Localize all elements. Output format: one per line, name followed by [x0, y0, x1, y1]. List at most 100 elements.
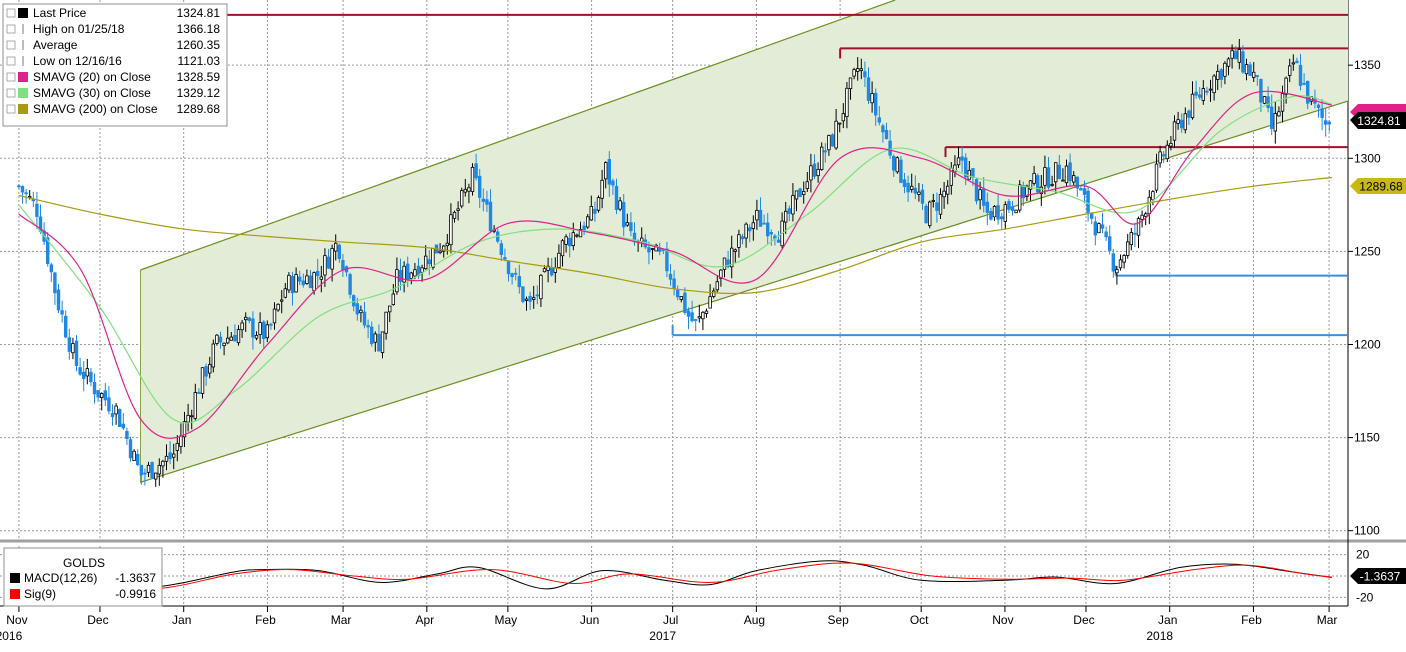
legend-checkbox[interactable] — [6, 24, 16, 34]
legend-checkbox[interactable] — [6, 40, 16, 50]
candle-body — [946, 185, 950, 195]
candle-body — [499, 243, 504, 255]
candle-body — [568, 237, 572, 247]
candle-body — [787, 208, 792, 214]
legend-checkbox[interactable] — [6, 88, 16, 98]
candle-body — [118, 409, 122, 427]
candle-body — [877, 117, 882, 123]
channel-lower-line — [140, 100, 1349, 483]
macd-legend-title: GOLDS — [63, 556, 105, 570]
candle-body — [197, 391, 201, 394]
candle-body — [506, 261, 511, 275]
candle-body — [24, 192, 28, 195]
candle-body — [1100, 224, 1105, 229]
candle-body — [1165, 144, 1170, 160]
candle-body — [49, 264, 54, 273]
candle-body — [107, 397, 111, 412]
candle-body — [586, 216, 590, 228]
candle-body — [395, 269, 399, 293]
candle-body — [452, 211, 457, 219]
candle-body — [697, 316, 702, 319]
candle-body — [967, 169, 972, 180]
candle-body — [1003, 204, 1008, 222]
candle-body — [658, 248, 662, 252]
candle-body — [128, 439, 133, 459]
support-resistance-lines — [17, 13, 1348, 337]
candle-body — [870, 93, 874, 104]
candle-body — [121, 423, 126, 429]
candle-body — [1262, 96, 1267, 104]
candle-body — [776, 239, 781, 243]
candle-body — [1190, 93, 1195, 119]
legend-value: 1329.12 — [177, 86, 221, 100]
candle-body — [1187, 110, 1191, 118]
candle-body — [463, 188, 468, 193]
candle-body — [1302, 82, 1306, 85]
candle-body — [971, 168, 975, 178]
candle-body — [236, 329, 241, 344]
macd-tick-label: -20 — [1356, 590, 1374, 604]
legend-checkbox[interactable] — [6, 104, 16, 114]
month-label: Aug — [744, 613, 765, 627]
candle-body — [182, 421, 187, 438]
legend-checkbox[interactable] — [6, 8, 16, 18]
month-label: Oct — [910, 613, 929, 627]
candle-body — [748, 227, 752, 232]
candle-body — [866, 77, 871, 101]
candle-body — [1176, 119, 1180, 124]
candle-body — [150, 462, 154, 478]
candle-body — [1086, 190, 1090, 213]
candle-body — [769, 232, 774, 235]
price-tick-label: 1250 — [1354, 244, 1381, 258]
candle-body — [218, 336, 223, 343]
month-label: Nov — [992, 613, 1013, 627]
macd-line — [18, 560, 1332, 592]
candle-body — [136, 453, 140, 466]
candle-body — [294, 274, 298, 293]
candle-body — [478, 175, 482, 198]
candle-body — [164, 455, 169, 462]
candle-body — [161, 460, 165, 467]
candle-body — [964, 157, 968, 178]
candle-body — [157, 464, 162, 475]
candle-body — [730, 247, 734, 268]
legend-value: 1328.59 — [177, 70, 221, 84]
candle-body — [290, 276, 295, 294]
legend-checkbox[interactable] — [6, 72, 16, 82]
candle-body — [751, 222, 756, 229]
price-tick-label: 1300 — [1354, 151, 1381, 165]
candle-body — [280, 299, 284, 302]
candle-body — [409, 272, 414, 279]
legend-checkbox[interactable] — [6, 56, 16, 66]
candle-body — [1284, 77, 1288, 95]
candle-body — [308, 275, 313, 289]
candle-body — [1129, 232, 1134, 246]
candle-body — [1180, 119, 1184, 129]
candle-body — [1097, 223, 1101, 234]
candle-body — [982, 188, 986, 206]
candle-body — [1320, 108, 1324, 118]
candle-body — [312, 272, 316, 292]
month-label: Mar — [1317, 613, 1338, 627]
candle-body — [1237, 49, 1242, 63]
macd-legend-label: Sig(9) — [24, 587, 56, 601]
candle-body — [298, 276, 302, 282]
last-price-tag: 1324.81 — [1350, 112, 1406, 129]
legend-label: SMAVG (30) on Close — [33, 86, 151, 100]
month-label: May — [495, 613, 518, 627]
candle-body — [71, 343, 75, 354]
legend-value: 1324.81 — [177, 6, 221, 20]
candle-body — [701, 311, 705, 320]
macd-tag-text: -1.3637 — [1360, 570, 1401, 584]
candle-body — [564, 236, 568, 245]
candle-body — [1147, 196, 1152, 215]
candle-body — [1043, 167, 1047, 186]
candle-body — [823, 150, 828, 153]
price-tick-labels: 1350 1300 1250 1200 1150 1100 20 -20 — [1354, 58, 1381, 604]
candle-body — [906, 182, 910, 193]
candle-body — [330, 248, 334, 270]
price-tick-label: 1150 — [1354, 431, 1380, 445]
candle-body — [557, 252, 561, 268]
candle-body — [600, 179, 604, 199]
